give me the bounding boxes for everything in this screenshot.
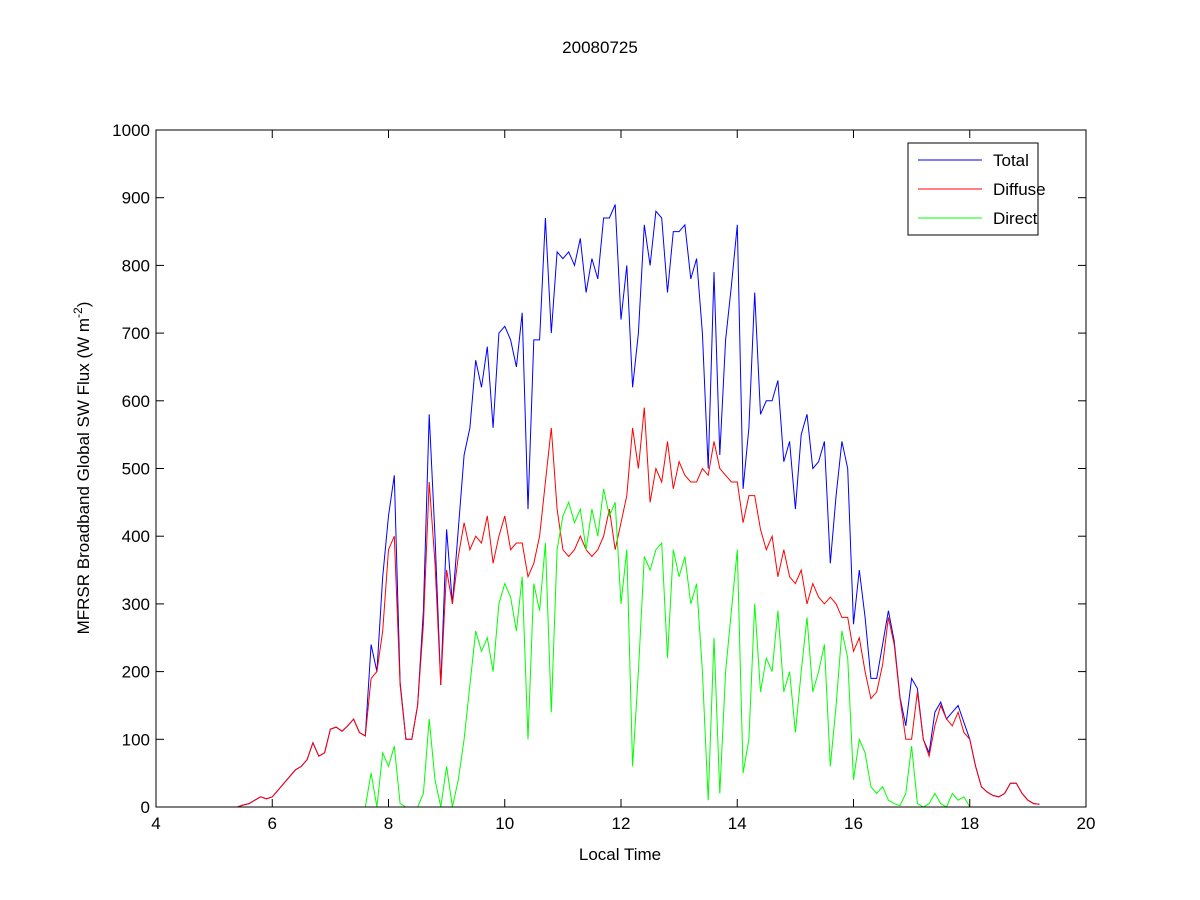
tick-layer: 4 6 8 10 12 14 16 18 200100200300400500600700800… xyxy=(112,121,1095,833)
legend-label-total: Total xyxy=(993,151,1029,170)
series-line-total xyxy=(237,204,1040,808)
x-tick-label: 12 xyxy=(612,814,631,833)
x-tick-label: 18 xyxy=(960,814,979,833)
y-axis-label-main: MFRSR Broadband Global SW Flux (W m xyxy=(74,318,93,634)
y-tick-label: 400 xyxy=(122,527,150,546)
series-line-direct xyxy=(237,488,1040,808)
series-layer xyxy=(237,204,1040,808)
y-axis-label-sup: -2 xyxy=(71,307,85,318)
y-tick-label: 200 xyxy=(122,663,150,682)
y-axis-label-end: ) xyxy=(74,302,93,308)
x-tick-label: 6 xyxy=(268,814,277,833)
legend: Total Diffuse Direct xyxy=(907,142,1046,236)
series-line-diffuse xyxy=(237,407,1040,808)
x-axis-label: Local Time xyxy=(579,845,661,864)
y-tick-label: 800 xyxy=(122,256,150,275)
y-tick-label: 900 xyxy=(122,189,150,208)
x-tick-label: 16 xyxy=(844,814,863,833)
chart-title: 20080725 xyxy=(562,38,638,57)
y-tick-label: 1000 xyxy=(112,121,150,140)
y-tick-label: 0 xyxy=(141,798,150,817)
y-tick-label: 100 xyxy=(122,730,150,749)
x-tick-label: 10 xyxy=(495,814,514,833)
y-tick-label: 600 xyxy=(122,392,150,411)
y-tick-label: 500 xyxy=(122,460,150,479)
legend-label-direct: Direct xyxy=(993,209,1038,228)
x-tick-label: 4 xyxy=(151,814,160,833)
y-tick-label: 700 xyxy=(122,324,150,343)
y-axis-label: MFRSR Broadband Global SW Flux (W m-2) xyxy=(71,302,93,635)
x-tick-label: 14 xyxy=(728,814,747,833)
x-tick-label: 8 xyxy=(384,814,393,833)
legend-label-diffuse: Diffuse xyxy=(993,180,1046,199)
y-tick-label: 300 xyxy=(122,595,150,614)
x-tick-label: 20 xyxy=(1077,814,1096,833)
